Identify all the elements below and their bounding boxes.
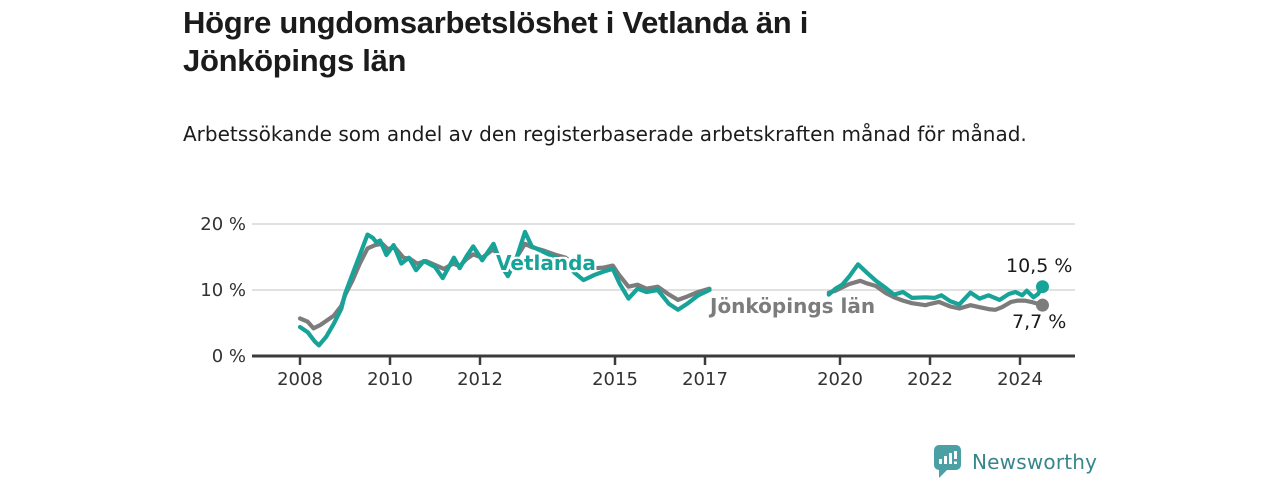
chart-subtitle: Arbetssökande som andel av den registerb… xyxy=(183,122,1027,146)
y-axis-tick-label: 10 % xyxy=(200,280,246,301)
x-axis-tick-label: 2017 xyxy=(682,369,728,390)
series-line-j-nk-pings-l-n xyxy=(826,278,1045,312)
newsworthy-speech-bubble-bar-chart-icon xyxy=(934,445,961,478)
series-line-vetlanda xyxy=(826,262,1045,307)
series-end-dot-vetlanda xyxy=(1036,280,1049,294)
chart-title: Högre ungdomsarbetslöshet i Vetlanda än … xyxy=(183,5,809,78)
y-axis-tick-label: 0 % xyxy=(212,346,246,367)
x-axis-tick-label: 2008 xyxy=(277,369,323,390)
end-value-label-jonkopings-lan: 7,7 % xyxy=(1012,311,1067,333)
x-axis-tick-label: 2022 xyxy=(907,369,953,390)
newsworthy-logo-text: Newsworthy xyxy=(972,450,1098,474)
x-axis-tick-label: 2010 xyxy=(367,369,413,390)
series-line-vetlanda xyxy=(297,229,712,348)
series-label-vetlanda: Vetlanda xyxy=(496,251,596,275)
y-axis-tick-label: 20 % xyxy=(200,214,246,235)
x-axis-tick-label: 2020 xyxy=(817,369,863,390)
series-end-dot-j-nk-pings-l-n xyxy=(1036,298,1049,312)
x-axis-tick-label: 2015 xyxy=(592,369,638,390)
newsworthy-logo: Newsworthy xyxy=(933,445,1097,479)
x-axis-tick-label: 2024 xyxy=(997,369,1043,390)
end-value-label-vetlanda: 10,5 % xyxy=(1006,255,1073,277)
series-label-jonkopings-lan: Jönköpings län xyxy=(710,294,876,318)
x-axis-tick-label: 2012 xyxy=(457,369,503,390)
